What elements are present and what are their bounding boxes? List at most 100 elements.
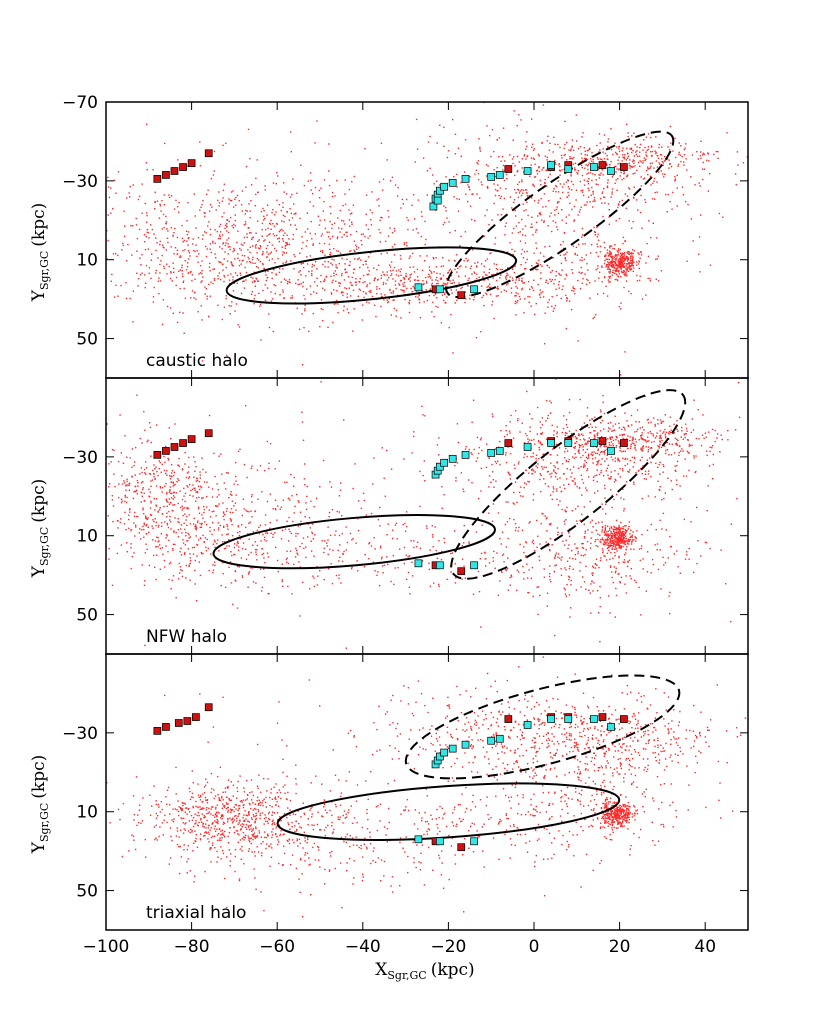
particle [586,165,589,167]
particle [574,162,577,164]
particle [261,491,263,493]
particle [261,548,263,550]
particle [647,277,649,280]
particle [640,194,642,197]
particle [201,522,203,525]
particle [717,157,719,159]
particle [624,252,626,254]
particle [131,555,133,558]
particle [210,553,212,555]
particle [155,554,158,556]
particle [430,284,433,286]
particle [541,169,543,171]
particle [161,491,163,493]
particle [208,315,210,318]
particle [310,179,312,182]
particle [113,449,115,451]
particle [515,215,517,217]
particle [124,435,126,437]
particle [212,571,214,574]
particle [233,206,235,208]
particle [305,556,307,559]
particle [479,197,481,199]
particle [627,260,629,262]
particle [125,484,127,486]
particle [364,148,366,150]
particle [525,158,527,160]
particle [678,153,680,156]
particle [548,299,550,301]
particle [336,236,339,238]
particle [456,173,458,176]
particle [121,483,124,485]
particle [207,547,209,550]
particle [700,151,702,153]
particle [618,422,620,425]
particle [587,279,589,282]
particle [352,289,355,291]
particle [157,511,159,513]
particle [348,287,350,289]
particle [172,575,175,577]
particle [449,231,451,234]
particle [579,259,581,261]
particle [581,160,583,163]
particle [199,141,201,143]
particle [603,188,605,190]
particle [618,169,620,171]
particle [370,291,372,293]
particle [505,461,508,464]
particle [515,192,517,194]
particle [590,453,592,455]
particle [536,173,539,175]
particle [601,192,603,195]
particle [658,162,660,164]
particle [609,254,612,256]
particle [547,301,549,304]
particle [647,436,649,438]
particle [165,500,168,502]
particle [578,446,581,449]
particle [221,561,224,564]
particle [554,304,557,307]
particle [380,305,382,308]
particle [188,514,190,516]
particle [403,277,406,279]
particle [403,546,406,549]
particle [326,545,329,547]
particle [219,261,221,264]
particle [130,567,132,570]
particle [322,280,325,283]
particle [342,291,344,294]
particle [598,277,600,279]
particle [468,542,470,545]
particle [605,285,607,287]
particle [708,465,711,467]
particle [537,586,540,588]
particle [540,490,542,493]
particle [178,479,180,481]
particle [386,279,389,281]
particle [310,220,312,223]
particle [556,433,558,435]
particle [537,463,539,465]
particle [639,211,642,214]
particle [179,566,182,568]
particle [281,563,283,565]
particle [376,199,378,201]
particle [573,288,576,290]
particle [597,448,599,450]
particle [313,264,315,267]
particle [640,467,642,470]
particle [583,179,586,181]
particle [156,424,158,426]
particle [609,428,611,430]
particle [171,469,174,472]
particle [556,294,558,297]
particle [391,246,394,248]
particle [530,223,533,225]
particle [632,436,634,439]
particle [446,578,448,581]
particle [257,191,259,194]
particle [149,491,151,493]
